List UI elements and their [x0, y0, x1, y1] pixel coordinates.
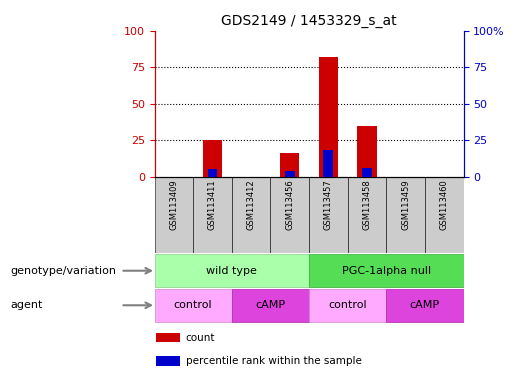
Bar: [357, 126, 376, 177]
Text: GSM113456: GSM113456: [285, 179, 294, 230]
FancyBboxPatch shape: [193, 177, 232, 253]
Bar: [323, 151, 333, 177]
FancyBboxPatch shape: [386, 177, 425, 253]
Text: agent: agent: [10, 300, 43, 310]
Text: percentile rank within the sample: percentile rank within the sample: [185, 356, 362, 366]
Text: GSM113412: GSM113412: [247, 179, 255, 230]
Bar: [319, 57, 338, 177]
Text: cAMP: cAMP: [255, 300, 285, 310]
FancyBboxPatch shape: [270, 177, 309, 253]
Title: GDS2149 / 1453329_s_at: GDS2149 / 1453329_s_at: [221, 14, 397, 28]
Bar: [386, 289, 464, 322]
Text: count: count: [185, 333, 215, 343]
Text: wild type: wild type: [207, 266, 257, 276]
FancyBboxPatch shape: [232, 177, 270, 253]
Bar: [362, 168, 372, 177]
Bar: [154, 289, 232, 322]
Bar: [208, 169, 217, 177]
Bar: [154, 254, 309, 287]
Text: GSM113457: GSM113457: [324, 179, 333, 230]
FancyBboxPatch shape: [309, 177, 348, 253]
FancyBboxPatch shape: [348, 177, 386, 253]
Bar: [156, 356, 180, 366]
FancyBboxPatch shape: [425, 177, 464, 253]
Text: GSM113459: GSM113459: [401, 179, 410, 230]
Bar: [156, 333, 180, 343]
Text: GSM113460: GSM113460: [440, 179, 449, 230]
Bar: [203, 140, 222, 177]
Bar: [232, 289, 309, 322]
Text: control: control: [174, 300, 212, 310]
FancyBboxPatch shape: [154, 177, 193, 253]
Text: control: control: [329, 300, 367, 310]
Text: GSM113458: GSM113458: [363, 179, 371, 230]
Bar: [309, 254, 464, 287]
Text: PGC-1alpha null: PGC-1alpha null: [341, 266, 431, 276]
Text: genotype/variation: genotype/variation: [10, 266, 116, 276]
Text: GSM113409: GSM113409: [169, 179, 178, 230]
Bar: [285, 171, 295, 177]
Bar: [280, 153, 299, 177]
Text: GSM113411: GSM113411: [208, 179, 217, 230]
Bar: [309, 289, 386, 322]
Text: cAMP: cAMP: [410, 300, 440, 310]
